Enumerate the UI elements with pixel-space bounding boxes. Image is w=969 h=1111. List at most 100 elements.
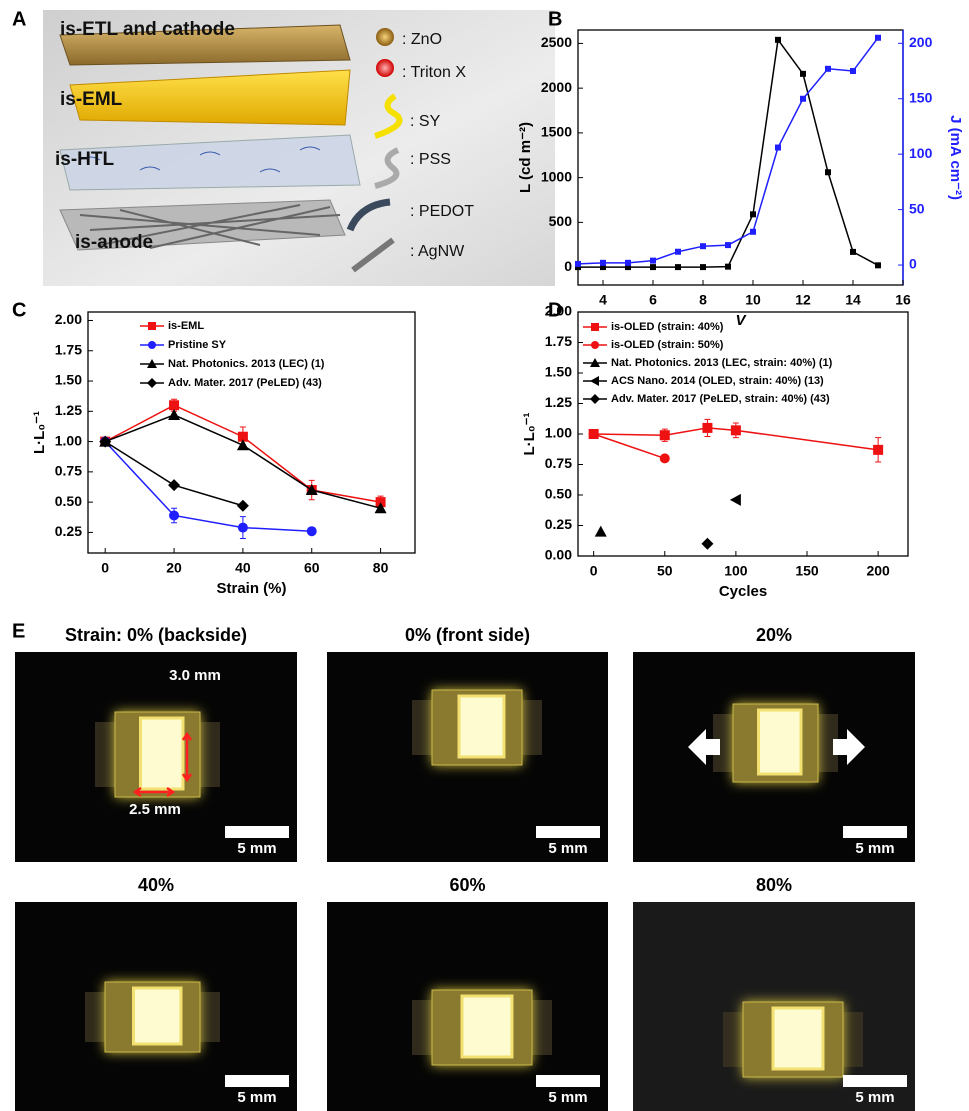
y-tick-label: 0.50 bbox=[545, 486, 572, 502]
legend-label: Nat. Photonics. 2013 (LEC) (1) bbox=[168, 358, 325, 370]
y-tick-label: 1.00 bbox=[55, 432, 82, 448]
data-point bbox=[850, 249, 856, 255]
data-point bbox=[873, 445, 883, 455]
x-tick-label: 100 bbox=[724, 563, 748, 579]
scale-bar bbox=[843, 826, 907, 838]
data-point bbox=[675, 249, 681, 255]
legend-marker bbox=[147, 378, 157, 388]
legend-marker bbox=[591, 341, 599, 349]
x-tick-label: 16 bbox=[895, 292, 911, 308]
x-tick-label: 8 bbox=[699, 292, 707, 308]
legend-label: : SY bbox=[410, 113, 441, 130]
layer-label: is-anode bbox=[75, 232, 153, 253]
data-point bbox=[775, 37, 781, 43]
photo-label: 60% bbox=[449, 875, 485, 895]
y-tick-label: 1.25 bbox=[55, 402, 82, 418]
photo-label: 0% (front side) bbox=[405, 625, 530, 645]
data-point bbox=[238, 523, 248, 533]
y-tick-label: 1.75 bbox=[545, 333, 572, 349]
legend-label: is-EML bbox=[168, 320, 204, 332]
layer-label: is-HTL bbox=[55, 149, 115, 170]
emission bbox=[134, 988, 182, 1044]
legend-label: : AgNW bbox=[410, 243, 465, 260]
scale-bar bbox=[536, 1075, 600, 1087]
dimension-label: 3.0 mm bbox=[169, 667, 221, 684]
data-point bbox=[595, 526, 607, 537]
y2-tick-label: 100 bbox=[909, 145, 933, 161]
emission bbox=[773, 1008, 823, 1069]
emission bbox=[462, 996, 512, 1057]
data-point bbox=[168, 409, 180, 420]
photo-label: Strain: 0% (backside) bbox=[65, 625, 247, 645]
x-tick-label: 80 bbox=[373, 560, 389, 576]
data-point bbox=[589, 429, 599, 439]
legend-label: Pristine SY bbox=[168, 339, 227, 351]
data-point bbox=[700, 243, 706, 249]
figure: ABCDEis-ETL and cathodeis-EMLis-HTLis-an… bbox=[0, 0, 969, 1111]
data-point bbox=[800, 71, 806, 77]
legend-marker bbox=[590, 394, 600, 404]
data-point bbox=[775, 145, 781, 151]
data-point bbox=[700, 264, 706, 270]
data-point bbox=[825, 66, 831, 72]
y2-tick-label: 50 bbox=[909, 200, 925, 216]
x-tick-label: 12 bbox=[795, 292, 811, 308]
y-axis-label: L·L₀⁻¹ bbox=[521, 413, 538, 456]
data-point bbox=[169, 400, 179, 410]
photo-label: 20% bbox=[756, 625, 792, 645]
data-point bbox=[825, 169, 831, 175]
x-tick-label: 14 bbox=[845, 292, 861, 308]
data-point bbox=[702, 423, 712, 433]
y2-axis-label: J (mA cm⁻²) bbox=[947, 115, 964, 200]
panel-label: E bbox=[12, 620, 25, 642]
legend-label: : PEDOT bbox=[410, 203, 474, 220]
data-point bbox=[701, 538, 713, 550]
series-line bbox=[578, 40, 878, 267]
data-point bbox=[750, 211, 756, 217]
scale-bar-label: 5 mm bbox=[548, 840, 587, 857]
data-point bbox=[169, 510, 179, 520]
legend-label: : Triton X bbox=[402, 64, 466, 81]
series-line bbox=[594, 434, 665, 458]
x-tick-label: 0 bbox=[101, 560, 109, 576]
scale-bar bbox=[843, 1075, 907, 1087]
series-line bbox=[105, 442, 312, 532]
x-tick-label: 40 bbox=[235, 560, 251, 576]
y2-tick-label: 200 bbox=[909, 34, 933, 50]
y2-tick-label: 0 bbox=[909, 256, 917, 272]
y2-tick-label: 150 bbox=[909, 89, 933, 105]
scale-bar-label: 5 mm bbox=[237, 840, 276, 857]
legend-label: : PSS bbox=[410, 151, 451, 168]
panel-label: A bbox=[12, 8, 26, 30]
legend-label: Adv. Mater. 2017 (PeLED, strain: 40%) (4… bbox=[611, 393, 830, 405]
y-tick-label: 1.25 bbox=[545, 394, 572, 410]
data-point bbox=[800, 96, 806, 102]
y-tick-label: 2500 bbox=[541, 34, 572, 50]
y-tick-label: 0.25 bbox=[545, 516, 572, 532]
legend-label: Adv. Mater. 2017 (PeLED) (43) bbox=[168, 377, 322, 389]
y-tick-label: 0.00 bbox=[545, 547, 572, 563]
data-point bbox=[850, 68, 856, 74]
data-point bbox=[575, 261, 581, 267]
data-point bbox=[875, 35, 881, 41]
layer-label: is-ETL and cathode bbox=[60, 19, 235, 40]
zno-icon bbox=[376, 28, 394, 46]
panel-label: C bbox=[12, 299, 26, 321]
x-tick-label: 20 bbox=[166, 560, 182, 576]
legend-marker bbox=[590, 376, 599, 386]
data-point bbox=[660, 430, 670, 440]
plot-frame bbox=[88, 312, 415, 553]
scale-bar-label: 5 mm bbox=[548, 1089, 587, 1106]
y-tick-label: 0 bbox=[564, 258, 572, 274]
data-point bbox=[650, 258, 656, 264]
y-tick-label: 500 bbox=[549, 213, 573, 229]
data-point bbox=[600, 260, 606, 266]
x-tick-label: 60 bbox=[304, 560, 320, 576]
triton-icon bbox=[376, 59, 394, 77]
data-point bbox=[307, 526, 317, 536]
legend-label: is-OLED (strain: 50%) bbox=[611, 339, 724, 351]
y-tick-label: 1500 bbox=[541, 124, 572, 140]
x-tick-label: 50 bbox=[657, 563, 673, 579]
legend-label: is-OLED (strain: 40%) bbox=[611, 321, 724, 333]
x-tick-label: 0 bbox=[590, 563, 598, 579]
